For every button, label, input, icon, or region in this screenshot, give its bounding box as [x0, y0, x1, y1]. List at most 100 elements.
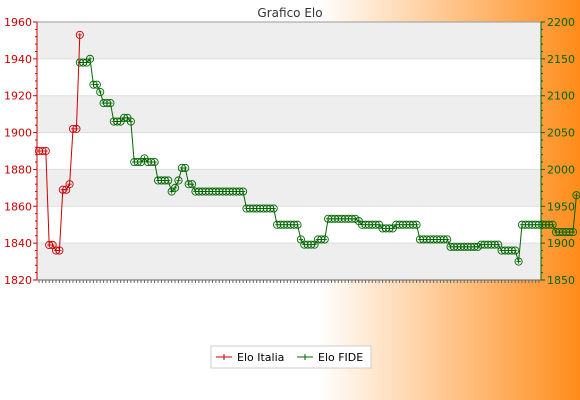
left-axis-tick-label: 1940	[4, 53, 32, 66]
left-axis-tick-label: 1900	[4, 127, 32, 140]
data-point-fide	[126, 117, 135, 126]
data-point-cross-fide	[444, 237, 450, 242]
data-point-fide	[320, 235, 329, 244]
left-axis-tick-label: 1860	[4, 200, 32, 213]
data-point-cross-fide	[512, 248, 518, 253]
data-point-fide	[443, 235, 452, 244]
right-axis-tick-label: 1900	[547, 237, 575, 250]
data-point-cross-italia	[50, 242, 55, 248]
left-axis-tick-label: 1920	[4, 90, 32, 103]
data-point-cross-fide	[176, 178, 181, 183]
data-point-cross-fide	[570, 229, 576, 235]
data-point-fide	[164, 176, 173, 185]
right-axis-tick-label: 2200	[547, 16, 575, 29]
data-point-italia	[41, 146, 50, 156]
right-axis-tick-label: 2150	[547, 53, 575, 66]
legend-box	[210, 345, 372, 369]
data-point-cross-fide	[118, 119, 123, 124]
data-point-cross-fide	[550, 222, 555, 227]
grid-band	[37, 169, 541, 207]
data-point-italia	[55, 246, 64, 255]
data-point-fide	[572, 191, 580, 200]
data-point-italia	[75, 30, 84, 39]
data-point-fide	[412, 220, 421, 229]
data-point-cross-fide	[166, 178, 171, 183]
data-point-fide	[106, 99, 115, 108]
right-axis-tick-label: 1850	[547, 274, 575, 287]
legend-label-fide: Elo FIDE	[318, 351, 363, 364]
data-point-cross-fide	[169, 189, 174, 194]
data-point-italia	[72, 124, 81, 133]
data-point-cross-fide	[189, 181, 195, 187]
data-point-fide	[92, 80, 101, 89]
data-point-fide	[174, 176, 183, 185]
legend: Elo Italia Elo FIDE	[210, 345, 372, 369]
data-point-cross-italia	[77, 32, 83, 38]
data-point-cross-fide	[240, 189, 246, 194]
right-axis-tick-label: 2000	[547, 163, 575, 176]
legend-item-italia[interactable]: Elo Italia	[216, 351, 284, 364]
data-point-cross-fide	[142, 156, 147, 161]
data-point-cross-fide	[390, 226, 395, 231]
grid-band	[37, 243, 541, 280]
data-point-cross-italia	[67, 181, 72, 187]
data-point-fide	[239, 187, 248, 196]
data-point-cross-fide	[312, 242, 317, 247]
data-point-cross-fide	[94, 82, 100, 87]
data-point-fide	[150, 158, 159, 167]
legend-item-fide[interactable]: Elo FIDE	[297, 351, 363, 364]
data-point-cross-fide	[98, 89, 103, 95]
data-point-fide	[293, 220, 302, 229]
legend-marker-italia	[221, 354, 227, 360]
data-point-cross-fide	[295, 222, 300, 227]
data-point-fide	[171, 183, 180, 192]
chart-title: Grafico Elo	[257, 6, 322, 20]
left-y-axis: 1820 1840 1860 1880 1900 1920 1940 1960	[4, 16, 38, 287]
left-axis-tick-label: 1880	[4, 163, 32, 176]
right-axis-tick-label: 2050	[547, 127, 575, 140]
data-point-cross-fide	[574, 193, 579, 198]
legend-label-italia: Elo Italia	[237, 351, 284, 364]
plot-background	[37, 22, 541, 280]
right-axis-tick-label: 1950	[547, 200, 575, 213]
data-point-cross-fide	[356, 218, 361, 224]
data-point-fide	[514, 257, 523, 266]
data-point-cross-fide	[125, 115, 130, 121]
legend-marker-fide	[302, 354, 308, 360]
data-point-cross-italia	[57, 248, 62, 253]
data-point-fide	[568, 228, 578, 237]
left-axis-tick-label: 1820	[4, 274, 32, 287]
data-point-cross-fide	[376, 222, 382, 227]
data-point-cross-fide	[84, 60, 89, 65]
series-layer	[34, 30, 580, 266]
data-point-cross-fide	[495, 242, 501, 247]
data-point-fide	[96, 87, 105, 97]
data-point-fide	[85, 54, 95, 63]
data-point-cross-fide	[516, 259, 521, 264]
data-point-cross-italia	[64, 187, 69, 192]
data-point-cross-fide	[183, 165, 188, 171]
right-axis-tick-label: 2100	[547, 90, 575, 103]
left-axis-tick-label: 1960	[4, 16, 32, 29]
data-point-fide	[269, 204, 278, 213]
grid-band	[37, 22, 541, 59]
x-axis	[37, 279, 541, 283]
data-point-fide	[188, 180, 197, 189]
data-point-fide	[494, 240, 503, 249]
data-point-cross-fide	[138, 159, 144, 165]
data-point-cross-fide	[414, 222, 419, 227]
data-point-cross-fide	[298, 237, 304, 242]
data-point-cross-fide	[87, 56, 93, 62]
data-point-cross-fide	[108, 100, 113, 106]
data-point-cross-italia	[43, 148, 49, 154]
right-y-axis: 1850 1900 1950 2000 2050 2100 2150 2200	[540, 16, 575, 287]
data-point-cross-fide	[172, 185, 178, 191]
data-point-cross-fide	[322, 237, 327, 242]
data-point-italia	[65, 180, 74, 189]
data-point-fide	[181, 163, 190, 173]
left-axis-tick-label: 1840	[4, 237, 32, 250]
grid-band	[37, 95, 541, 133]
data-point-cross-italia	[74, 126, 79, 132]
data-point-fide	[548, 220, 557, 229]
